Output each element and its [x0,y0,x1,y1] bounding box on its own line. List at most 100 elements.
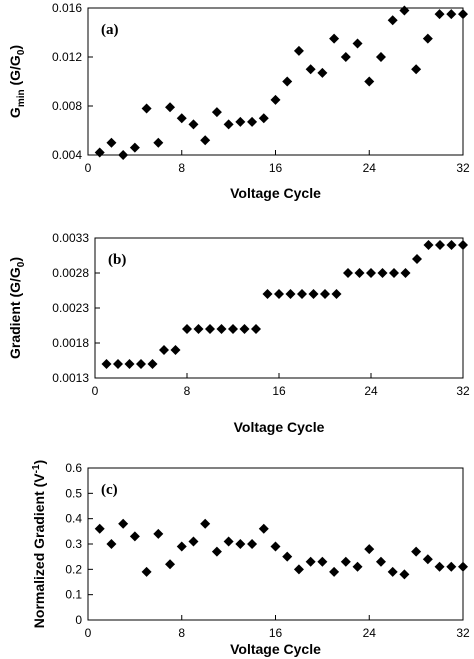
y-tick-label: 0.0033 [52,231,89,245]
data-point [193,324,204,334]
y-tick-label: 0.3 [65,537,82,551]
data-point [251,324,261,334]
data-point [258,523,269,534]
panel-label: (b) [108,252,126,268]
data-point [282,551,293,562]
data-point [205,324,215,334]
data-point [129,531,140,542]
data-point [188,119,199,130]
x-tick-label: 32 [456,384,470,398]
data-point [305,556,316,567]
x-tick-label: 32 [456,626,470,640]
data-point [458,561,468,572]
y-tick-label: 0.6 [65,461,82,475]
y-tick-label: 0.4 [65,512,82,526]
data-point [285,289,296,299]
data-point [147,359,158,369]
data-point [235,539,246,549]
data-point [308,289,319,299]
y-axis-label: Gmin (G/G0) [7,45,27,118]
data-point [375,52,386,62]
data-point [170,345,181,355]
data-point [101,359,112,369]
data-point [176,113,187,124]
y-axis-label: Gradient (G/G0) [7,257,27,359]
plot-frame [87,7,464,156]
y-tick-label: 0 [75,613,82,627]
data-point [247,539,258,549]
data-point [211,546,222,557]
data-point [422,33,433,44]
data-point [165,102,176,113]
data-point [262,289,273,299]
data-point [354,268,365,278]
data-point [188,536,199,547]
data-point [446,9,457,20]
x-axis-label: Voltage Cycle [230,641,321,657]
data-point [331,289,342,299]
x-tick-label: 8 [178,161,185,175]
data-point [211,107,222,118]
y-tick-label: 0.016 [52,1,82,15]
x-tick-label: 16 [269,161,283,175]
data-point [389,268,399,278]
y-tick-label: 0.0023 [52,301,89,315]
data-point [423,240,434,250]
data-point [239,324,250,334]
data-point [364,544,375,555]
y-tick-label: 0.5 [65,486,82,500]
data-point [317,556,328,567]
data-point [235,116,246,127]
data-point [223,119,234,130]
data-point [375,556,386,567]
data-point [297,289,307,299]
data-point [106,137,117,148]
data-point [400,268,411,278]
data-point [422,554,433,565]
x-axis-label: Voltage Cycle [234,419,325,435]
x-tick-label: 24 [363,161,377,175]
y-axis-label: Normalized Gradient (V-1) [31,460,47,628]
data-point [435,240,445,250]
data-point [129,142,140,153]
data-point [247,116,258,127]
data-point [141,566,152,577]
data-point [446,240,457,250]
data-point [282,76,293,87]
data-point [124,359,135,369]
data-point [446,561,457,572]
panel-label: (c) [101,482,118,498]
data-point [343,268,353,278]
data-point [399,5,410,16]
x-tick-label: 0 [85,161,92,175]
y-tick-label: 0.008 [52,99,82,113]
data-point [200,135,211,146]
data-point [317,67,328,78]
data-point [258,113,269,124]
data-point [159,345,169,355]
data-point [387,566,398,577]
data-point [364,76,375,87]
data-point [153,528,164,539]
x-tick-label: 8 [178,626,185,640]
panel-0: 0 8 16 24 32 0.004 0.008 0.012 0.016 Voltage Cycl… [7,1,470,201]
y-tick-label: 0.2 [65,562,82,576]
data-point [118,150,129,160]
data-point [340,556,351,567]
data-point [411,64,422,75]
x-tick-label: 0 [92,384,99,398]
data-point [118,518,129,529]
data-point [94,147,105,158]
x-tick-label: 16 [272,384,286,398]
data-point [329,566,340,577]
data-point [274,289,284,299]
data-point [106,539,117,549]
data-point [399,569,410,580]
panel-2: 0 8 16 24 32 0 0.1 0.2 0.3 0.4 0.5 0.6 Voltage Cycle… [31,460,470,657]
y-tick-label: 0.004 [52,148,82,162]
data-point [228,324,238,334]
data-point [434,561,445,572]
data-point [182,324,192,334]
data-point [153,137,164,148]
